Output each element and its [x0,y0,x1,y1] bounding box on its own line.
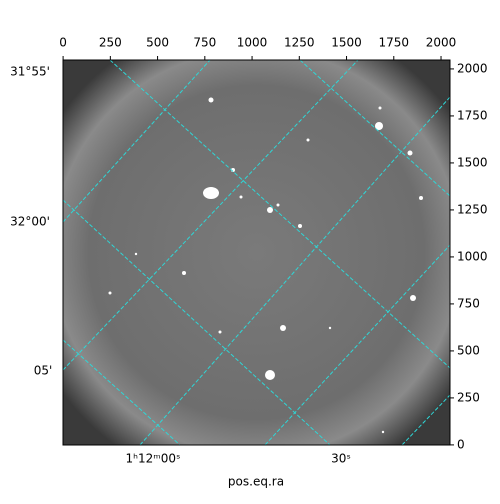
x-tick-label: 500 [146,36,169,50]
x-tick-label: 1000 [237,36,268,50]
x-tick-label: 1750 [379,36,410,50]
grid-line [63,60,359,371]
ra-label: 30ˢ [331,452,351,466]
dec-label: 05' [34,364,53,378]
x-tick-label: 1250 [284,36,315,50]
sky-image [63,60,450,445]
coordinate-grid [63,60,450,445]
grid-line [109,60,450,369]
grid-line [63,339,181,445]
y-tick-label: 1000 [457,249,488,263]
x-tick-label: 2000 [426,36,457,50]
dec-label: 31°55' [10,65,50,79]
ra-label: 1ʰ12ᵐ00ˢ [126,452,181,466]
y-tick-label: 1750 [457,108,488,122]
dec-label: 32°00' [10,215,50,229]
y-tick-label: 250 [457,390,480,404]
plot-frame [62,59,451,446]
y-tick-label: 0 [457,437,465,451]
y-tick-label: 750 [457,296,480,310]
x-tick-label: 1500 [331,36,362,50]
grid-line [63,199,331,445]
grid-line [264,244,450,445]
x-axis-label: pos.eq.ra [228,475,284,489]
y-tick-label: 2000 [457,61,488,75]
x-tick-label: 0 [59,36,67,50]
stars [108,97,423,434]
x-tick-label: 750 [193,36,216,50]
y-tick-label: 500 [457,343,480,357]
grid-line [299,60,450,197]
grid-line [63,60,211,223]
y-tick-label: 1500 [457,155,488,169]
x-tick-label: 250 [99,36,122,50]
y-tick-label: 1250 [457,202,488,216]
grid-line [401,394,450,445]
